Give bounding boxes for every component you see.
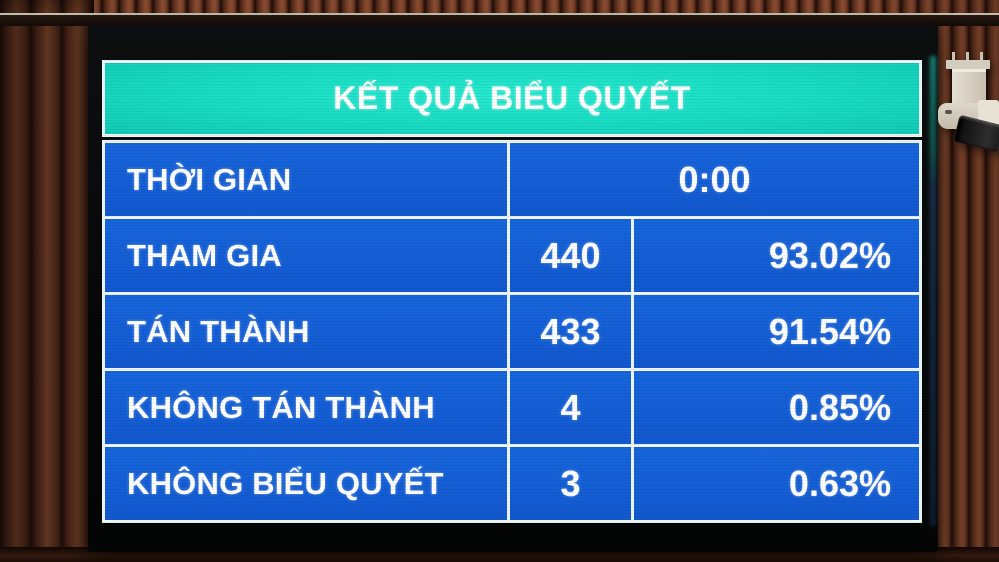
time-value-cell: 0:00 (510, 143, 919, 216)
row-count-cell: 3 (510, 447, 631, 520)
security-camera (930, 48, 999, 178)
row-percent-cell: 93.02% (634, 219, 919, 292)
row-label-cell: THAM GIA (105, 219, 507, 292)
time-label-cell: THỜI GIAN (105, 143, 507, 216)
table-row: THAM GIA 440 93.02% (105, 219, 919, 292)
board-title-bar: KẾT QUẢ BIỂU QUYẾT (102, 60, 922, 137)
table-row-time: THỜI GIAN 0:00 (105, 143, 919, 216)
led-voting-screen: KẾT QUẢ BIỂU QUYẾT THỜI GIAN 0:00 THAM G… (88, 24, 938, 552)
wall-top-rail (0, 13, 999, 26)
row-count-cell: 440 (510, 219, 631, 292)
results-table: THỜI GIAN 0:00 THAM GIA 440 93.02% TÁN T… (102, 140, 922, 523)
screen-edge-glow (930, 56, 936, 526)
row-label-cell: TÁN THÀNH (105, 295, 507, 368)
camera-mount-prong (980, 52, 983, 61)
row-count-cell: 433 (510, 295, 631, 368)
row-percent-cell: 0.85% (634, 371, 919, 444)
row-percent-cell: 91.54% (634, 295, 919, 368)
table-row: KHÔNG TÁN THÀNH 4 0.85% (105, 371, 919, 444)
camera-mount-prong (952, 52, 955, 61)
camera-mount-arm (952, 69, 986, 105)
row-percent-cell: 0.63% (634, 447, 919, 520)
table-row: KHÔNG BIỂU QUYẾT 3 0.63% (105, 447, 919, 520)
camera-screw (945, 110, 952, 114)
board-title: KẾT QUẢ BIỂU QUYẾT (333, 80, 691, 116)
camera-mount-prong (966, 52, 969, 61)
table-row: TÁN THÀNH 433 91.54% (105, 295, 919, 368)
camera-mount-plate (946, 60, 990, 69)
voting-results-board: KẾT QUẢ BIỂU QUYẾT THỜI GIAN 0:00 THAM G… (102, 60, 922, 523)
row-count-cell: 4 (510, 371, 631, 444)
row-label-cell: KHÔNG BIỂU QUYẾT (105, 447, 507, 520)
row-label-cell: KHÔNG TÁN THÀNH (105, 371, 507, 444)
